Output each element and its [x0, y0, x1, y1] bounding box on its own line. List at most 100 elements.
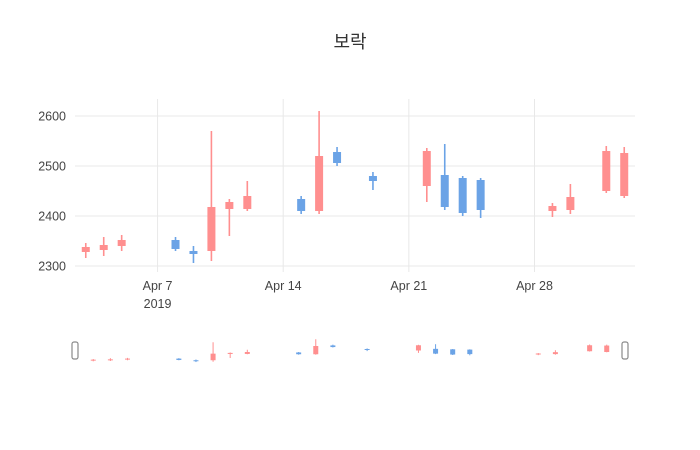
rangeslider-candle-body [415, 345, 421, 351]
rangeslider-candle [227, 352, 233, 358]
candle-body [171, 240, 180, 249]
candle-may-2[interactable] [602, 146, 611, 193]
rangeslider-right-handle[interactable] [621, 341, 629, 360]
rangeslider-candle [330, 344, 336, 348]
candle-apr-15[interactable] [297, 196, 306, 214]
x-tick-label: Apr 21 [390, 279, 427, 293]
rangeslider-candle-body [193, 360, 199, 362]
plot-area[interactable] [75, 99, 635, 272]
candle-body [117, 240, 126, 246]
rangeslider-candle [296, 352, 302, 355]
candle-apr-11[interactable] [225, 199, 234, 236]
candle-apr-30[interactable] [566, 184, 575, 214]
candle-apr-23[interactable] [440, 144, 449, 210]
rangeslider-left-handle[interactable] [71, 341, 79, 360]
rangeslider-candle-body [535, 353, 541, 355]
rangeslider[interactable] [71, 335, 629, 366]
rangeslider-candle [604, 344, 610, 353]
rangeslider-candle-body [227, 352, 233, 354]
x-axis-tick-labels: Apr 7 2019 Apr 14 Apr 21 Apr 28 [143, 279, 553, 311]
rangeslider-candle [433, 344, 439, 355]
rangeslider-candle [193, 359, 199, 363]
candle-body [243, 196, 252, 209]
candle-body [422, 151, 431, 186]
rangeslider-candle-body [450, 349, 456, 355]
candle-body [602, 151, 611, 191]
rangeslider-candle-body [107, 359, 113, 361]
x-tick-label: Apr 28 [516, 279, 553, 293]
candle-body [566, 197, 575, 210]
candle-body [189, 251, 198, 254]
candle-apr-12[interactable] [243, 181, 252, 211]
rangeslider-candle [552, 350, 558, 355]
candle-apr-4[interactable] [99, 237, 108, 256]
rangeslider-candle [364, 348, 370, 352]
rangeslider-candle-body [330, 345, 336, 348]
y-tick-label: 2600 [38, 110, 66, 124]
candle-body [440, 175, 449, 207]
rangeslider-candle-body [125, 358, 130, 360]
candle-apr-10[interactable] [207, 131, 216, 261]
candle-body [99, 245, 108, 250]
candle-apr-22[interactable] [422, 148, 431, 202]
candle-apr-16[interactable] [315, 111, 324, 214]
rangeslider-candle [176, 358, 182, 361]
gridlines [75, 99, 635, 272]
candle-apr-5[interactable] [117, 235, 126, 251]
candle-body [368, 176, 377, 181]
candle-body [315, 156, 324, 211]
candle-apr-25[interactable] [476, 178, 485, 218]
rangeslider-candle-body [364, 349, 370, 350]
candle-body [620, 153, 629, 196]
y-tick-label: 2400 [38, 210, 66, 224]
candle-body [548, 206, 557, 211]
candle-apr-3[interactable] [81, 243, 90, 258]
x-tick-label: Apr 7 [143, 279, 173, 293]
rangeslider-candle-body [244, 352, 250, 354]
rangeslider-candle-body [552, 352, 558, 355]
rangeslider-candle [210, 342, 216, 362]
x-tick-sublabel: 2019 [144, 297, 172, 311]
rangeslider-candle [587, 344, 593, 352]
candle-apr-8[interactable] [171, 237, 180, 251]
y-tick-label: 2300 [38, 260, 66, 274]
rangeslider-candle [415, 344, 421, 353]
candle-body [476, 180, 485, 210]
rangeslider-candle [244, 349, 250, 355]
rangeslider-candle-body [296, 352, 302, 355]
candle-apr-9[interactable] [189, 246, 198, 263]
rangeslider-candle [313, 339, 319, 355]
rangeslider-candle [535, 353, 541, 356]
candle-apr-17[interactable] [333, 147, 342, 166]
rangeslider-candle-body [467, 349, 473, 355]
candle-apr-24[interactable] [458, 176, 467, 216]
rangeslider-candle-body [433, 348, 439, 354]
candle-body [225, 202, 234, 209]
candle-body [333, 152, 342, 163]
y-tick-label: 2500 [38, 160, 66, 174]
rangeslider-candle-body [604, 345, 610, 352]
candle-body [458, 178, 467, 213]
rangeslider-candle-body [210, 353, 216, 361]
rangeslider-candle [467, 349, 473, 356]
candle-body [81, 247, 90, 252]
candle-series [81, 111, 629, 263]
chart-title: 보락 [333, 32, 366, 52]
candle-body [207, 207, 216, 251]
rangeslider-candle-body [176, 358, 182, 360]
x-tick-label: Apr 14 [265, 279, 302, 293]
rangeslider-candle [90, 359, 96, 362]
candle-body [297, 199, 306, 211]
candle-may-3[interactable] [620, 147, 629, 198]
rangeslider-track[interactable] [75, 335, 625, 366]
rangeslider-candle-body [587, 345, 593, 352]
rangeslider-candle [107, 358, 113, 361]
candle-apr-29[interactable] [548, 203, 557, 217]
candle-apr-19[interactable] [368, 172, 377, 190]
rangeslider-candle [450, 349, 456, 355]
rangeslider-candle [125, 357, 130, 361]
y-axis-tick-labels: 2300 2400 2500 2600 [38, 110, 66, 274]
rangeslider-candle-body [313, 346, 319, 355]
